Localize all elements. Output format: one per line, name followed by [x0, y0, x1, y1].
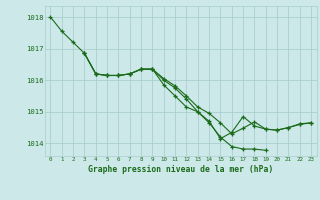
- X-axis label: Graphe pression niveau de la mer (hPa): Graphe pression niveau de la mer (hPa): [88, 165, 273, 174]
